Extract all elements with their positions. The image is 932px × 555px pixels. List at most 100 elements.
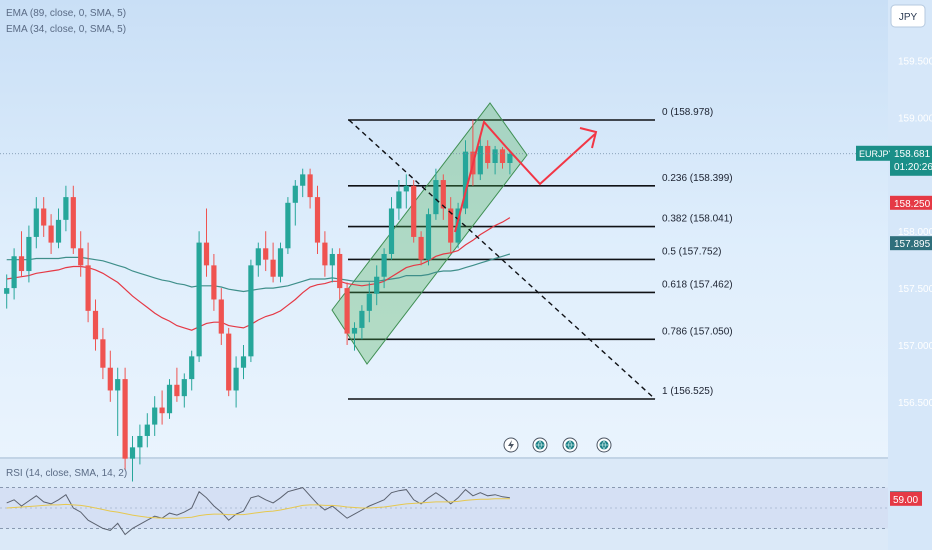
candle-body[interactable] <box>425 214 432 260</box>
candle-body[interactable] <box>159 407 165 414</box>
projection-path[interactable] <box>454 119 596 233</box>
fib-level-label: 0.618 (157.462) <box>662 279 733 290</box>
lightning-icon[interactable] <box>503 437 519 453</box>
candle-body[interactable] <box>403 185 409 192</box>
candle-body[interactable] <box>499 149 506 163</box>
rsi-legend[interactable]: RSI (14, close, SMA, 14, 2) <box>6 468 127 479</box>
candle-body[interactable] <box>448 208 454 243</box>
candle-body[interactable] <box>55 219 62 243</box>
candle-body[interactable] <box>122 379 128 459</box>
candle-body[interactable] <box>218 299 224 334</box>
projection-arrowhead <box>579 127 598 149</box>
candle-body[interactable] <box>85 265 91 311</box>
candle-body[interactable] <box>78 248 84 266</box>
candle-body[interactable] <box>63 197 69 220</box>
globe-icon[interactable] <box>532 437 548 453</box>
candle-body[interactable] <box>196 242 202 357</box>
candle-body[interactable] <box>11 256 17 289</box>
candle-body[interactable] <box>166 384 173 414</box>
candle-body[interactable] <box>211 265 217 300</box>
candle-body[interactable] <box>277 248 284 277</box>
candle-body[interactable] <box>344 288 350 334</box>
candle-body[interactable] <box>366 293 372 311</box>
candle-body[interactable] <box>433 180 439 215</box>
candle-body[interactable] <box>314 197 321 243</box>
candle-body[interactable] <box>359 310 365 328</box>
candle-body[interactable] <box>70 197 76 249</box>
ema34-legend[interactable]: EMA (34, close, 0, SMA, 5) <box>6 24 126 35</box>
candle-body[interactable] <box>263 248 269 260</box>
candle-body[interactable] <box>307 174 313 198</box>
candle-body[interactable] <box>462 151 469 209</box>
candle-body[interactable] <box>92 310 99 340</box>
candle-body[interactable] <box>115 379 121 391</box>
price-tick-label: 156.500 <box>898 398 932 409</box>
current-price-badge <box>890 145 932 176</box>
currency-button[interactable] <box>890 4 926 28</box>
candle-body[interactable] <box>329 253 335 266</box>
candle-body[interactable] <box>248 265 254 357</box>
fib-level-label: 0.236 (158.399) <box>662 173 733 184</box>
candle-body[interactable] <box>396 191 402 209</box>
candle-body[interactable] <box>174 384 180 397</box>
price-badge-label: 158.250 <box>894 199 931 210</box>
rsi-badge-label: 59.00 <box>893 495 918 506</box>
candle-body[interactable] <box>4 288 10 294</box>
fib-level-label: 0 (158.978) <box>662 107 713 118</box>
price-badge-label: 157.895 <box>894 239 931 250</box>
ema89-line[interactable] <box>6 253 511 293</box>
candle-body[interactable] <box>418 236 424 260</box>
rsi-line[interactable] <box>6 487 510 536</box>
candle-body[interactable] <box>322 242 328 266</box>
currency-label: JPY <box>899 12 918 23</box>
candle-body[interactable] <box>33 208 39 237</box>
candle-body[interactable] <box>507 153 513 163</box>
candle-body[interactable] <box>181 379 187 397</box>
candle-body[interactable] <box>107 367 113 391</box>
candle-body[interactable] <box>203 242 210 266</box>
candle-body[interactable] <box>388 208 395 254</box>
candle-body[interactable] <box>255 248 261 266</box>
candle-body[interactable] <box>477 145 483 175</box>
candle-body[interactable] <box>100 339 106 368</box>
candle-body[interactable] <box>26 236 32 272</box>
candle-body[interactable] <box>292 185 298 203</box>
candle-body[interactable] <box>351 327 358 334</box>
globe-icon[interactable] <box>562 437 578 453</box>
ema89-legend[interactable]: EMA (89, close, 0, SMA, 5) <box>6 8 126 19</box>
symbol-badge <box>856 145 890 161</box>
globe-icon[interactable] <box>596 437 612 453</box>
candle-body[interactable] <box>152 407 158 425</box>
candle-body[interactable] <box>233 367 239 391</box>
candle-body[interactable] <box>374 276 380 294</box>
rsi-ma-line[interactable] <box>6 498 510 519</box>
price-tick-label: 158.000 <box>898 227 932 238</box>
fib-level-label: 0.786 (157.050) <box>662 326 733 337</box>
fib-trend-line[interactable] <box>348 119 656 400</box>
candle-body[interactable] <box>381 253 387 277</box>
candle-body[interactable] <box>129 447 136 459</box>
candle-body[interactable] <box>18 256 25 272</box>
candle-body[interactable] <box>137 435 143 448</box>
price-axis[interactable] <box>888 0 932 550</box>
candle-body[interactable] <box>144 424 150 436</box>
candle-body[interactable] <box>337 253 343 289</box>
candle-body[interactable] <box>411 185 417 237</box>
candle-body[interactable] <box>300 174 306 186</box>
candle-body[interactable] <box>48 225 54 243</box>
candle-body[interactable] <box>485 145 491 163</box>
candle-body[interactable] <box>285 202 291 249</box>
price-tick-label: 157.500 <box>898 284 932 295</box>
price-tick-label: 159.500 <box>898 57 932 68</box>
candle-body[interactable] <box>455 208 461 243</box>
candle-body[interactable] <box>41 208 47 226</box>
candle-body[interactable] <box>189 356 195 380</box>
candle-body[interactable] <box>270 259 276 277</box>
candle-body[interactable] <box>440 180 446 209</box>
candle-body[interactable] <box>226 333 232 391</box>
candle-body[interactable] <box>240 356 247 368</box>
candle-body[interactable] <box>492 149 498 163</box>
current-price-label: 158.681 <box>894 149 931 160</box>
